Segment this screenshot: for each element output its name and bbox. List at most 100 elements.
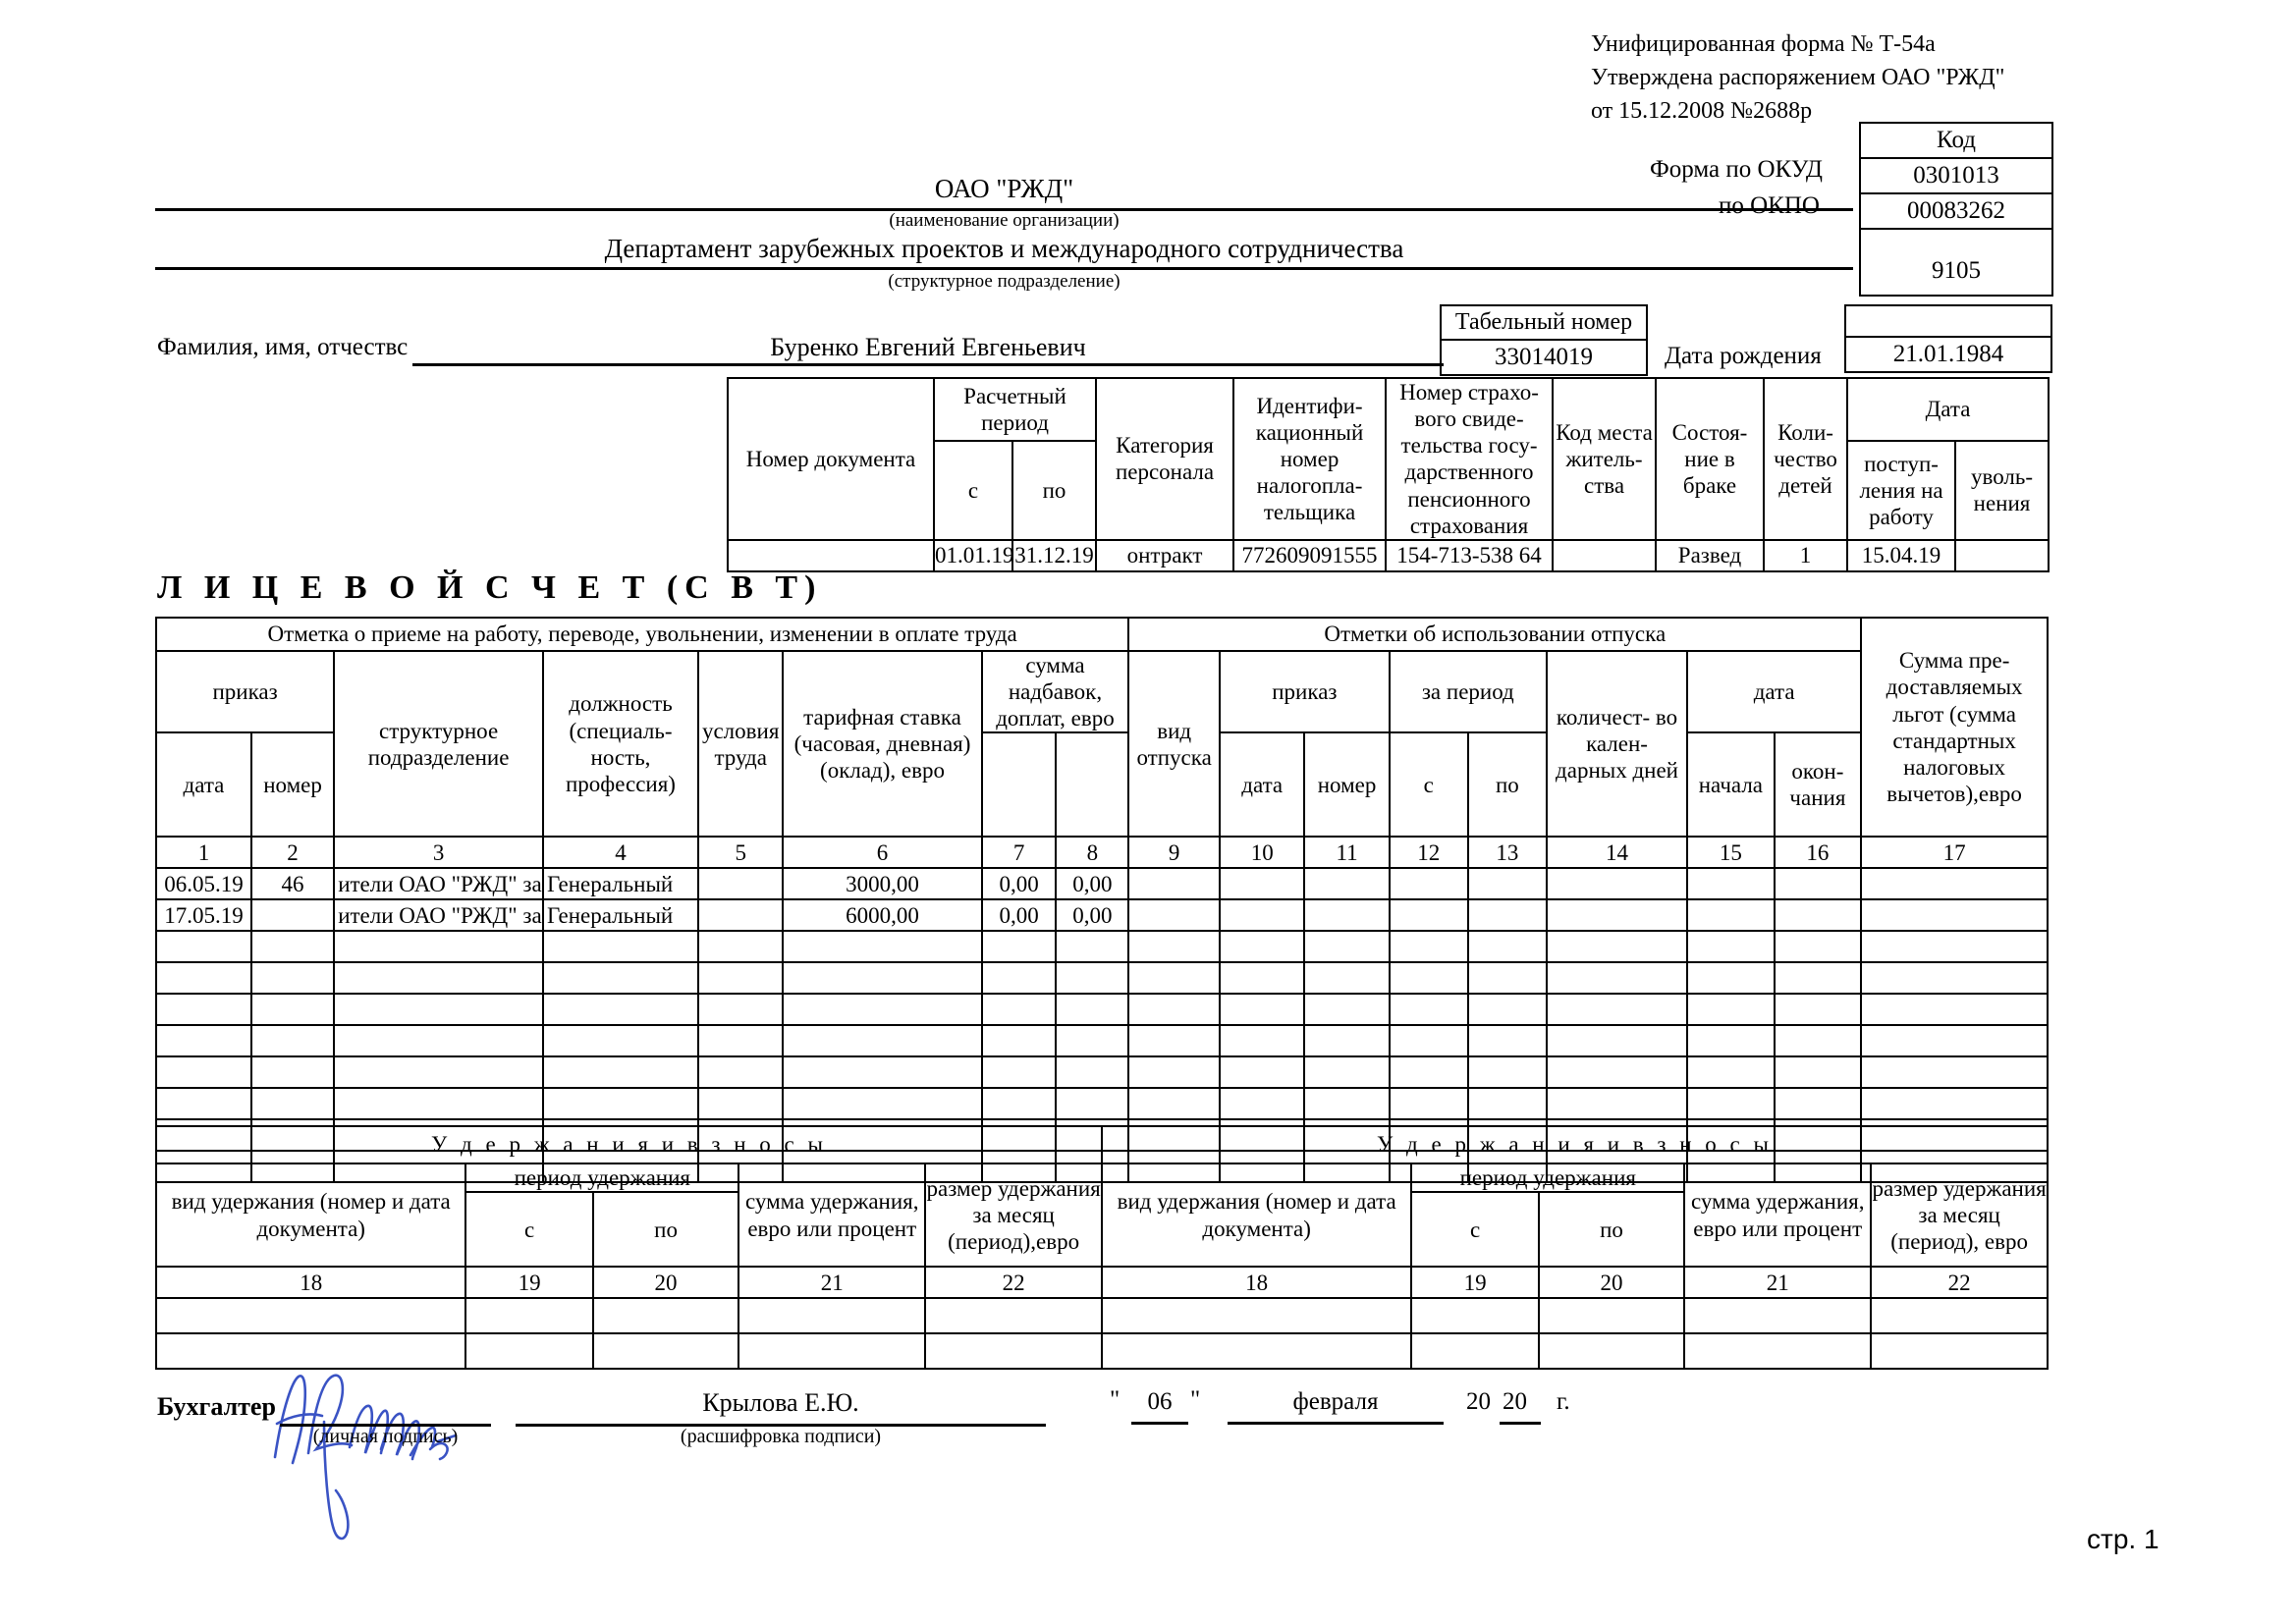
cell-vac_date [1218, 867, 1306, 901]
cell-empty [1537, 1297, 1686, 1335]
cell-number: 46 [249, 867, 336, 901]
col-vacation-dates-group: дата [1686, 649, 1863, 734]
cell-empty [1218, 1024, 1306, 1058]
cell-empty [1218, 993, 1306, 1027]
cell-end [1773, 867, 1863, 901]
table-row-empty[interactable] [155, 1087, 2049, 1121]
header-category-value: онтракт [1095, 538, 1235, 572]
cell-empty [1127, 1024, 1221, 1058]
col-deduction-period-left: период удержания [465, 1162, 740, 1194]
deduction-column-number: 19 [1410, 1266, 1540, 1300]
column-number: 5 [696, 836, 785, 870]
cell-days [1545, 898, 1689, 933]
legend-line-2: Утверждена распоряжением ОАО "РЖД" [1591, 65, 2005, 91]
table-row-empty[interactable] [155, 993, 2049, 1027]
cell-empty [1055, 1055, 1130, 1090]
cell-empty [1466, 1087, 1548, 1121]
column-number: 2 [249, 836, 336, 870]
column-number: 11 [1303, 836, 1391, 870]
cell-empty [1773, 930, 1863, 964]
cell-empty [782, 961, 983, 996]
cell-empty [465, 1332, 594, 1371]
cell-empty [1410, 1297, 1540, 1335]
header-period-to-value: 31.12.19 [1011, 538, 1098, 572]
header-fire-value [1954, 538, 2050, 572]
col-period-from: с [1388, 731, 1469, 839]
deduction-row-empty[interactable] [154, 1332, 2049, 1371]
organization-caption: (наименование организации) [889, 210, 1120, 231]
cell-period_from [1388, 867, 1469, 901]
cell-empty [1388, 1024, 1469, 1058]
table-row[interactable]: 06.05.19 46 ители ОАО "РЖД" за Генеральный 3… [155, 867, 2049, 901]
cell-empty [696, 1024, 785, 1058]
cell-empty [1100, 1332, 1413, 1371]
cell-empty [154, 1297, 467, 1335]
cell-empty [1388, 993, 1469, 1027]
deduction-column-number: 18 [1100, 1266, 1413, 1300]
col-vacation-start: начала [1686, 731, 1776, 839]
cell-empty [1860, 1055, 2049, 1090]
cell-empty [1466, 993, 1548, 1027]
cell-empty [924, 1297, 1103, 1335]
cell-empty [1055, 1087, 1130, 1121]
col-bonus: сумма надбавок, доплат, евро [980, 649, 1130, 734]
col-benefits: Сумма пре- доставляемых льгот (сумма ста… [1860, 616, 2049, 839]
cell-tariff: 3000,00 [782, 867, 983, 901]
col-deduction-from-right: с [1410, 1191, 1540, 1269]
cell-empty [1127, 961, 1221, 996]
deductions-table: У д е р ж а н и я и в з н о с ы У д е р … [154, 1125, 2050, 1371]
deduction-row-empty[interactable] [154, 1297, 2049, 1335]
organization-rule [155, 208, 1853, 211]
deduction-column-number: 21 [1683, 1266, 1873, 1300]
cell-empty [980, 930, 1058, 964]
signature-caption: (личная подпись) [312, 1426, 459, 1447]
cell-empty [591, 1332, 740, 1371]
cell-subdivision: ители ОАО "РЖД" за [333, 898, 544, 933]
department-name: Департамент зарубежных проектов и междун… [604, 234, 1404, 263]
cell-empty [1860, 1024, 2049, 1058]
table-row[interactable]: 17.05.19 ители ОАО "РЖД" за Генеральный 600… [155, 898, 2049, 933]
cell-days [1545, 867, 1689, 901]
cell-empty [1537, 1332, 1686, 1371]
col-period-group: за период [1388, 649, 1548, 734]
cell-empty [1303, 993, 1391, 1027]
cell-empty [1773, 1055, 1863, 1090]
cell-empty [1388, 1087, 1469, 1121]
col-vacation-prikaz-group: приказ [1219, 649, 1391, 734]
cell-empty [1218, 1087, 1306, 1121]
dob-value: 21.01.1984 [1892, 341, 2004, 367]
cell-empty [1686, 930, 1776, 964]
cell-bonus1: 0,00 [980, 867, 1058, 901]
cell-empty [1860, 993, 2049, 1027]
cell-empty [1545, 1087, 1689, 1121]
column-number: 16 [1773, 836, 1863, 870]
column-number: 13 [1466, 836, 1548, 870]
table-row-empty[interactable] [155, 961, 2049, 996]
cell-period_to [1466, 898, 1548, 933]
col-deduction-from-left: с [465, 1191, 594, 1269]
table-row-empty[interactable] [155, 930, 2049, 964]
cell-empty [1545, 993, 1689, 1027]
section-employment-title: Отметка о приеме на работу, переводе, ув… [154, 617, 1130, 652]
cell-empty [333, 961, 544, 996]
cell-empty [1870, 1332, 2049, 1371]
table-row-empty[interactable] [155, 1055, 2049, 1090]
header-inn: Идентифи-кационный номер налогопла-тельщ… [1232, 377, 1388, 541]
column-number: 9 [1127, 836, 1221, 870]
header-doc-number-value [727, 538, 935, 572]
cell-vac_number [1303, 898, 1391, 933]
signature-rule [280, 1424, 491, 1427]
cell-empty [333, 993, 544, 1027]
column-number-row: 1 2 3 4 5 6 7 8 9 10 11 12 13 14 15 16 17 [155, 836, 2049, 870]
deduction-column-number: 22 [1870, 1266, 2049, 1300]
deduction-section-title-left: У д е р ж а н и я и в з н о с ы [155, 1125, 1103, 1164]
cell-empty [1683, 1297, 1873, 1335]
cell-empty [1545, 1024, 1689, 1058]
cell-empty [1686, 1024, 1776, 1058]
column-number: 7 [980, 836, 1058, 870]
cell-number [249, 898, 336, 933]
table-row-empty[interactable] [155, 1024, 2049, 1058]
legend-line-3: от 15.12.2008 №2688р [1591, 98, 1813, 125]
column-number: 17 [1860, 836, 2049, 870]
department-caption: (структурное подразделение) [888, 271, 1121, 292]
